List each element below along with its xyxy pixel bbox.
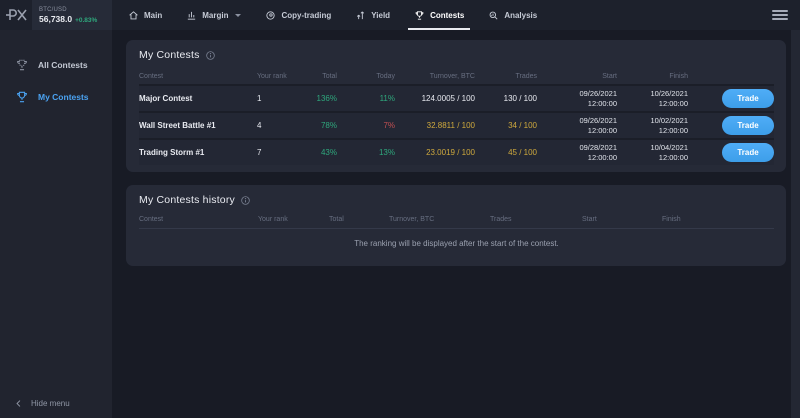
nav-item-analysis[interactable]: Analysis (476, 0, 549, 30)
info-icon[interactable] (241, 195, 250, 205)
column-header-your-rank: Your rank (258, 216, 288, 223)
contest-finish-datetime: 10/02/2021 12:00:00 (650, 115, 688, 135)
hide-menu-label: Hide menu (31, 399, 70, 408)
trade-button[interactable]: Trade (722, 116, 774, 135)
contests-table-header: Contest Your rank Total Today Turnover, … (139, 68, 774, 84)
column-header-today: Today (376, 72, 395, 80)
column-header-total: Total (329, 216, 344, 223)
nav-label: Yield (371, 10, 391, 20)
nav-item-yield[interactable]: Yield (343, 0, 402, 30)
sidebar-item-all-contests[interactable]: All Contests (0, 52, 112, 78)
contest-total-percent: 43% (320, 148, 337, 157)
contest-name: Wall Street Battle #1 (139, 121, 216, 130)
contest-total-percent: 78% (320, 121, 337, 130)
contest-today-percent: 13% (378, 148, 395, 157)
nav-label: Margin (202, 10, 229, 20)
my-contests-title: My Contests (139, 49, 200, 61)
sidebar: All Contests My Contests Hide menu (0, 30, 112, 418)
column-header-start: Start (582, 216, 597, 223)
my-contests-trophy-icon (17, 91, 27, 103)
contest-rank: 4 (257, 121, 262, 130)
sidebar-item-my-contests[interactable]: My Contests (0, 84, 112, 110)
hamburger-menu-icon[interactable] (772, 8, 788, 23)
contest-total-percent: 136% (316, 94, 337, 103)
column-header-trades: Trades (490, 216, 512, 223)
chevron-left-icon (16, 400, 21, 407)
contest-turnover: 32.8811 / 100 (426, 121, 475, 130)
trade-button[interactable]: Trade (722, 89, 774, 108)
table-row: Trading Storm #1 7 43% 13% 23.0019 / 100… (139, 138, 774, 165)
main-content: My Contests Contest Your rank Total Toda… (112, 30, 800, 418)
home-icon (129, 10, 138, 19)
trade-button[interactable]: Trade (722, 143, 774, 162)
trophy-icon (415, 10, 424, 20)
column-header-start: Start (602, 72, 617, 80)
column-header-turnover: Turnover, BTC (429, 72, 475, 80)
my-contests-card: My Contests Contest Your rank Total Toda… (126, 40, 786, 172)
my-contests-history-card: My Contests history Contest Your rank To… (126, 185, 786, 266)
nav-item-copy-trading[interactable]: Copy-trading (253, 0, 343, 30)
contest-turnover: 23.0019 / 100 (426, 148, 475, 157)
all-contests-trophy-icon (17, 59, 27, 71)
contest-start-datetime: 09/26/2021 12:00:00 (579, 115, 617, 135)
nav-item-margin[interactable]: Margin (174, 0, 253, 30)
contest-today-percent: 7% (383, 121, 395, 130)
contest-turnover: 124.0005 / 100 (421, 94, 475, 103)
contests-table-body: Major Contest 1 136% 11% 124.0005 / 100 … (139, 84, 774, 165)
contest-start-datetime: 09/26/2021 12:00:00 (579, 88, 617, 108)
nav-label: Copy-trading (281, 10, 332, 20)
ticker[interactable]: BTC/USD 56,738.0 +0.83% (32, 0, 112, 30)
nav-label: Analysis (504, 10, 538, 20)
contest-name: Trading Storm #1 (139, 148, 205, 157)
history-title: My Contests history (139, 194, 235, 206)
bar-chart-icon (188, 11, 196, 20)
contest-rank: 1 (257, 94, 262, 103)
contest-rank: 7 (257, 148, 262, 157)
topbar: BTC/USD 56,738.0 +0.83% Main Margin Copy… (0, 0, 800, 30)
main-nav: Main Margin Copy-trading Yield Contests … (128, 0, 549, 30)
nav-item-main[interactable]: Main (128, 0, 174, 30)
contest-trades: 34 / 100 (508, 121, 537, 130)
nav-label: Main (144, 10, 163, 20)
contest-name: Major Contest (139, 94, 193, 103)
column-header-contest: Contest (139, 72, 164, 80)
copy-trading-icon (266, 10, 276, 20)
table-row: Major Contest 1 136% 11% 124.0005 / 100 … (139, 84, 774, 111)
column-header-finish: Finish (669, 72, 688, 80)
ticker-price: 56,738.0 (39, 13, 73, 24)
history-table-header: Contest Your rank Total Turnover, BTC Tr… (139, 213, 774, 229)
contest-finish-datetime: 10/04/2021 12:00:00 (650, 142, 688, 162)
nav-label: Contests (430, 10, 465, 20)
brand-logo[interactable] (0, 0, 32, 30)
contest-today-percent: 11% (379, 94, 395, 103)
ticker-change: +0.83% (75, 16, 98, 24)
contest-finish-datetime: 10/26/2021 12:00:00 (650, 88, 688, 108)
page-scrollbar[interactable] (791, 30, 800, 418)
chevron-down-icon (235, 13, 242, 17)
hide-menu-button[interactable]: Hide menu (15, 399, 70, 408)
analysis-magnifier-icon (489, 11, 498, 19)
contest-start-datetime: 09/28/2021 12:00:00 (579, 142, 617, 162)
column-header-your-rank: Your rank (257, 72, 287, 80)
yield-growth-icon (357, 11, 365, 19)
column-header-finish: Finish (662, 216, 681, 223)
contest-trades: 45 / 100 (508, 148, 537, 157)
sidebar-item-label: My Contests (38, 92, 89, 102)
info-icon[interactable] (205, 50, 215, 60)
table-row: Wall Street Battle #1 4 78% 7% 32.8811 /… (139, 111, 774, 138)
sidebar-item-label: All Contests (38, 60, 88, 70)
column-header-total: Total (322, 72, 337, 80)
history-empty-state: The ranking will be displayed after the … (354, 239, 559, 248)
nav-item-contests[interactable]: Contests (402, 0, 476, 30)
column-header-turnover: Turnover, BTC (389, 216, 435, 223)
contest-trades: 130 / 100 (503, 94, 537, 103)
px-logo-icon (6, 9, 27, 21)
ticker-pair: BTC/USD (39, 6, 67, 13)
column-header-contest: Contest (139, 216, 164, 223)
column-header-trades: Trades (515, 72, 537, 80)
